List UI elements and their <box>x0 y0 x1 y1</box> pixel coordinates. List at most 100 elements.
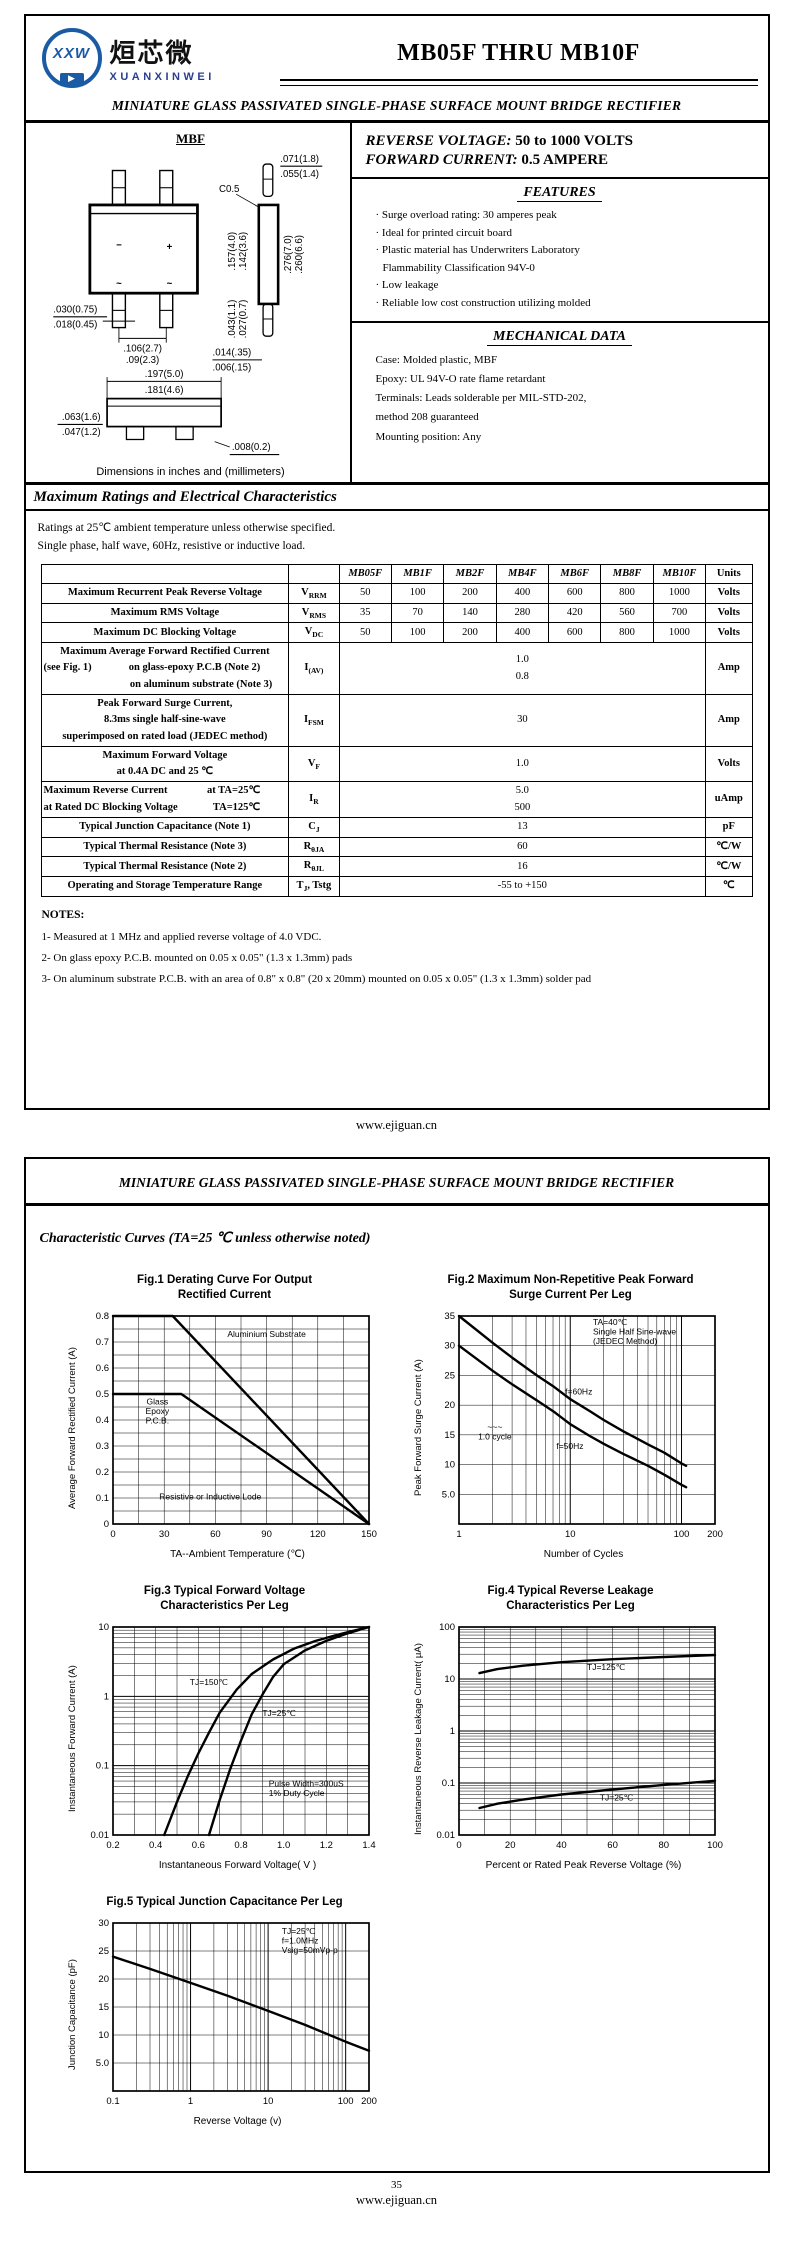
figure-3-plot: 0.2 0.4 0.6 0.8 1.0 1.2 1.4 0.01 0.1 1 10 TJ=150℃ TJ… <box>90 1622 375 1851</box>
mech-line: Case: Molded plastic, MBF <box>375 353 498 366</box>
cell-value-span: 60 <box>338 836 707 858</box>
cell-value-span: 1.0 <box>338 745 707 783</box>
cell-unit: Volts <box>705 622 753 644</box>
svg-text:0.2: 0.2 <box>106 1840 119 1851</box>
dim-height-max: .276(7.0) <box>283 235 294 274</box>
svg-text:1.2: 1.2 <box>320 1840 333 1851</box>
row-symbol: IFSM <box>288 694 340 747</box>
cell-unit: Amp <box>705 642 753 695</box>
table-row-ifsm: Peak Forward Surge Current, 8.3ms single… <box>40 694 753 747</box>
test-conditions: Ratings at 25℃ ambient temperature unles… <box>26 511 768 560</box>
svg-text:Epoxy: Epoxy <box>146 1406 170 1416</box>
svg-text:5.0: 5.0 <box>96 2058 109 2069</box>
svg-text:TA=40℃: TA=40℃ <box>593 1317 628 1327</box>
company-name-cn: 烜芯微 <box>109 39 194 69</box>
forward-current-label: FORWARD CURRENT: <box>365 152 518 168</box>
svg-text:0: 0 <box>110 1529 115 1540</box>
svg-text:0.1: 0.1 <box>106 2096 119 2107</box>
svg-text:150: 150 <box>361 1529 377 1540</box>
figure-2: Fig.2 Maximum Non-Repetitive Peak Forwar… <box>398 1273 744 1560</box>
cell-unit: uAmp <box>705 781 753 818</box>
dim-body-width-max: .157(4.0) <box>227 232 238 271</box>
cell-value: 800 <box>600 622 654 644</box>
svg-text:10: 10 <box>98 2030 109 2041</box>
mech-line: method 208 guaranteed <box>375 411 479 424</box>
figure-5-ylabel: Junction Capacitance (pF) <box>67 1959 79 2071</box>
datasheet-page-2: MINIATURE GLASS PASSIVATED SINGLE-PHASE … <box>23 1157 770 2173</box>
svg-text:1: 1 <box>450 1726 455 1737</box>
reverse-voltage-line: REVERSE VOLTAGE: 50 to 1000 VOLTS <box>366 133 754 150</box>
dim-lead-width-max: .030(0.75) <box>53 305 97 316</box>
svg-text:0.01: 0.01 <box>436 1830 455 1841</box>
figure-1-xlabel: TA--Ambient Temperature (℃) <box>170 1548 305 1560</box>
svg-text:10: 10 <box>98 1622 109 1633</box>
cell-value: 600 <box>548 622 602 644</box>
cell-unit: ℃ <box>705 876 753 897</box>
cell-value: 700 <box>652 602 707 624</box>
feature-item: · Reliable low cost construction utilizi… <box>375 296 591 309</box>
svg-text:0.6: 0.6 <box>192 1840 205 1851</box>
mechanical-data-block: MECHANICAL DATA Case: Molded plastic, MB… <box>351 320 768 482</box>
pin-ac2-marking: ~ <box>166 279 172 290</box>
figure-4-ylabel: Instantaneous Reverse Leakage Current( μ… <box>413 1642 425 1835</box>
figure-3: Fig.3 Typical Forward Voltage Characteri… <box>52 1584 398 1871</box>
company-name-en: XUANXINWEI <box>109 71 215 83</box>
condition-line-2: Single phase, half wave, 60Hz, resistive… <box>37 540 306 553</box>
svg-text:0: 0 <box>104 1519 109 1530</box>
svg-text:90: 90 <box>261 1529 272 1540</box>
table-row-tj: Operating and Storage Temperature Range … <box>40 876 753 897</box>
svg-text:0: 0 <box>456 1840 461 1851</box>
title-double-rule <box>279 79 758 86</box>
dim-standoff: .008(0.2) <box>231 442 270 453</box>
pin-ac1-marking: ~ <box>116 279 122 290</box>
header: XXW ▶ 烜芯微 XUANXINWEI MB05F THRU MB10F <box>26 16 768 90</box>
svg-text:200: 200 <box>361 2096 377 2107</box>
row-label: Operating and Storage Temperature Range <box>40 876 290 897</box>
svg-text:20: 20 <box>98 1974 109 1985</box>
cell-value: 420 <box>548 602 602 624</box>
cell-value: 400 <box>495 583 550 604</box>
dim-tab-min: .055(1.4) <box>280 169 319 180</box>
header-part: MB05F <box>338 563 392 585</box>
row-symbol: CJ <box>288 816 340 838</box>
cell-value-span: 30 <box>338 694 707 747</box>
row-label: Typical Thermal Resistance (Note 3) <box>40 836 290 858</box>
header-part: MB10F <box>652 563 707 585</box>
cell-value-span: 16 <box>338 856 707 878</box>
svg-text:Vsig=50mVp-p: Vsig=50mVp-p <box>282 1945 338 1955</box>
dim-lead-th-min: .006(.15) <box>212 363 251 374</box>
package-outline-drawing: − + ~ ~ .030(0.75) .018(0.45) .106(2.7) … <box>53 154 322 456</box>
dim-body-height-max: .063(1.6) <box>61 412 100 423</box>
website-footer-1: www.ejiguan.cn <box>355 1118 438 1132</box>
svg-text:Glass: Glass <box>146 1396 168 1406</box>
cell-value: 50 <box>338 583 392 604</box>
notes-title: NOTES: <box>41 908 85 921</box>
row-label: Maximum Forward Voltage at 0.4A DC and 2… <box>40 745 290 783</box>
headline-ratings: REVERSE VOLTAGE: 50 to 1000 VOLTS FORWAR… <box>352 123 768 177</box>
cell-value: 1000 <box>652 622 707 644</box>
svg-text:TJ=25℃: TJ=25℃ <box>262 1708 296 1718</box>
cell-value: 280 <box>495 602 550 624</box>
svg-text:0.8: 0.8 <box>96 1311 109 1322</box>
figure-3-caption: Fig.3 Typical Forward Voltage Characteri… <box>143 1584 306 1612</box>
svg-text:100: 100 <box>707 1840 723 1851</box>
figure-1-plot: 0 30 60 90 120 150 0 0.1 0.2 0.3 0.4 0.5 0.6 0.7 0.8 Al… <box>96 1311 377 1540</box>
svg-text:80: 80 <box>658 1840 669 1851</box>
dim-body-height-min: .047(1.2) <box>61 427 100 438</box>
svg-text:TJ=25℃: TJ=25℃ <box>600 1792 634 1802</box>
figure-5-plot: 0.1 1 10 100 200 5.0 10 15 20 25 30 TJ=25℃f=1.0MHzV… <box>96 1918 377 2107</box>
cell-value: 50 <box>338 622 392 644</box>
dim-tab-max: .071(1.8) <box>280 154 319 165</box>
header-part: MB8F <box>600 563 654 585</box>
figure-4-caption: Fig.4 Typical Reverse Leakage Characteri… <box>487 1584 654 1612</box>
title-block: MB05F THRU MB10F <box>279 28 758 88</box>
svg-text:30: 30 <box>444 1341 455 1352</box>
figure-4-xlabel: Percent or Rated Peak Reverse Voltage (%… <box>485 1859 682 1871</box>
svg-text:35: 35 <box>444 1311 455 1322</box>
svg-text:0.6: 0.6 <box>96 1363 109 1374</box>
cell-value: 400 <box>495 622 550 644</box>
table-row-vrms: Maximum RMS Voltage VRMS 35 70 140 280 4… <box>40 602 753 624</box>
package-drawing-column: MBF − + ~ ~ .030(0.75) .018(0.45) <box>26 123 350 482</box>
reverse-voltage-label: REVERSE VOLTAGE: <box>365 133 512 149</box>
